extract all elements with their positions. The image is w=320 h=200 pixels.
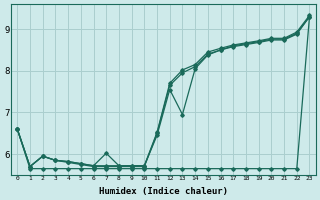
X-axis label: Humidex (Indice chaleur): Humidex (Indice chaleur): [99, 187, 228, 196]
